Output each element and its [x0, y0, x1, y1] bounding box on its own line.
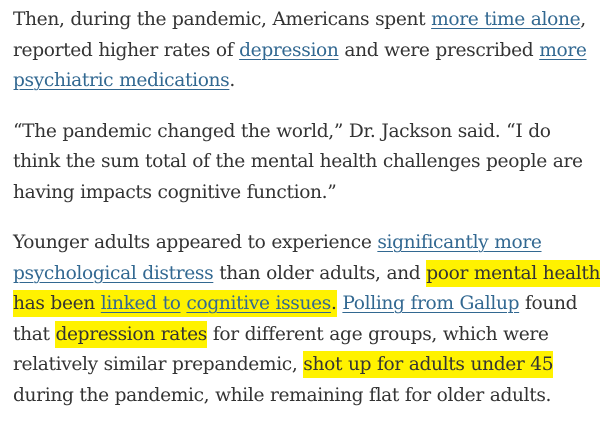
text: Younger adults appeared to experience	[13, 232, 378, 253]
text: and were prescribed	[338, 39, 540, 61]
link-depression[interactable]: depression	[239, 39, 339, 61]
text: during the pandemic, while remaining fla…	[13, 384, 552, 406]
link-polling-from-gallup[interactable]: Polling from Gallup	[342, 293, 520, 314]
text: than older adults, and	[213, 262, 427, 284]
highlighted-text: .	[330, 290, 337, 317]
text: Then, during the pandemic, Americans spe…	[13, 9, 432, 30]
quote-text: “The pandemic changed the world,” Dr. Ja…	[13, 120, 583, 203]
link-significantly-more-psychological-distress[interactable]: significantly more psychological distres…	[13, 232, 542, 284]
article-body: Then, during the pandemic, Americans spe…	[13, 5, 603, 431]
link-cognitive-issues[interactable]: cognitive issues	[186, 290, 331, 317]
paragraph-1: Then, during the pandemic, Americans spe…	[13, 5, 603, 97]
highlighted-text: shot up for adults under 45	[303, 351, 554, 378]
paragraph-2-quote: “The pandemic changed the world,” Dr. Ja…	[13, 117, 603, 209]
highlighted-text: depression rates	[55, 320, 207, 348]
link-linked-to[interactable]: linked to	[100, 290, 181, 317]
link-more-time-alone[interactable]: more time alone	[431, 9, 581, 30]
highlighted-text	[180, 290, 187, 317]
text: found that	[13, 293, 578, 345]
text: for different age groups, which were rel…	[13, 323, 549, 376]
paragraph-3: Younger adults appeared to experience si…	[13, 228, 603, 411]
text: , reported higher rates of	[13, 9, 586, 61]
link-more-psychiatric-medications[interactable]: more psychiatric medications	[13, 39, 587, 92]
text: .	[229, 70, 235, 91]
